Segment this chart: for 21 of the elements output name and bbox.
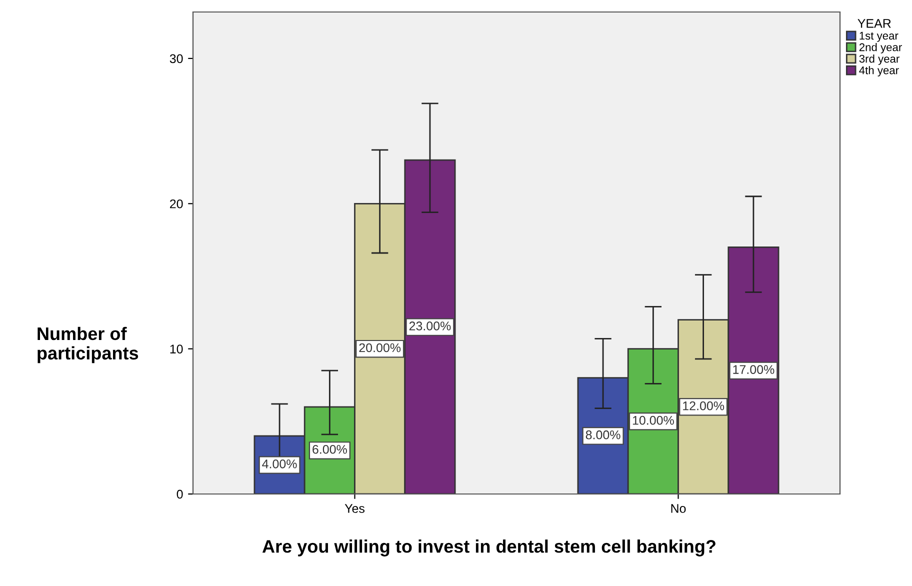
data-label: 4.00% <box>262 459 297 468</box>
y-tick-label: 0 <box>176 490 183 499</box>
data-label: 8.00% <box>586 430 620 440</box>
legend-label: 3rd year <box>859 54 900 65</box>
y-tick-label: 30 <box>170 54 183 64</box>
data-label: 17.00% <box>733 365 774 374</box>
legend-label: 1st year <box>860 32 898 42</box>
data-label: 6.00% <box>312 444 347 454</box>
legend-label: 2nd year <box>859 43 902 54</box>
y-tick-label: 20 <box>170 199 183 208</box>
x-axis-title: Are you willing to invest in dental stem cell banking? <box>262 540 716 556</box>
y-tick-label: 10 <box>170 344 183 354</box>
legend-label: 4th year <box>859 66 899 76</box>
data-label: 10.00% <box>632 416 674 425</box>
data-label: 23.00% <box>409 322 451 330</box>
data-label: 12.00% <box>683 401 724 410</box>
x-tick-label: No <box>671 504 686 513</box>
x-tick-label: Yes <box>344 504 364 513</box>
data-label: 20.00% <box>359 343 401 352</box>
y-axis-title: Number of participants <box>38 326 138 364</box>
legend-title: YEAR <box>858 19 891 28</box>
